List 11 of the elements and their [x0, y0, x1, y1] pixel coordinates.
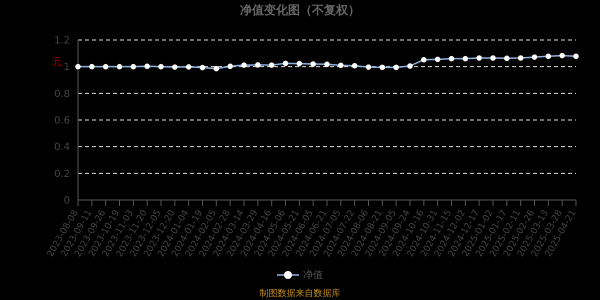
y-tick-label: 0 [64, 196, 70, 207]
text: 制图数据来自数据库 [258, 288, 342, 300]
y-tick-label: 1.2 [54, 36, 70, 47]
y-tick-label: 0.4 [54, 142, 70, 154]
y-tick-label: 0.8 [54, 88, 70, 100]
legend-label: 净值 [302, 269, 323, 282]
chart-title: 净值变化图（不复权） [239, 2, 361, 19]
y-tick-label: 0.6 [54, 116, 70, 127]
y-tick-label: 0.2 [54, 168, 70, 180]
y-axis-title: 元 [52, 56, 62, 69]
y-tick-label: 1 [64, 62, 70, 74]
